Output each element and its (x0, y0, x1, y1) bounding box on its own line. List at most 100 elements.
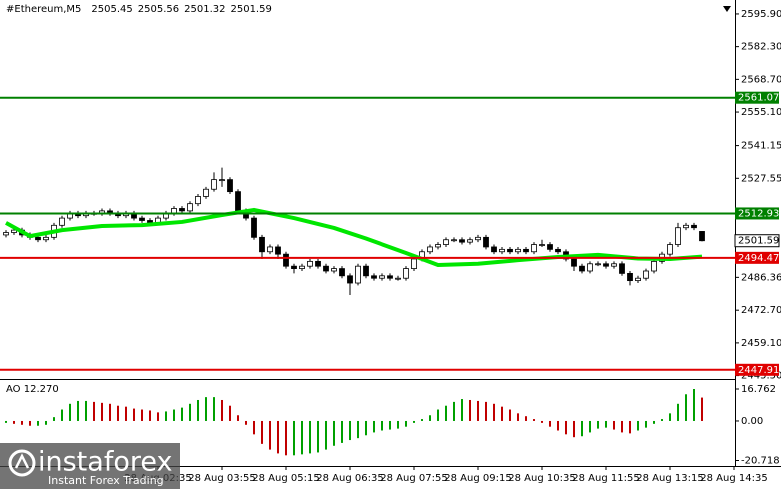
watermark: instaforex Instant Forex Trading (0, 443, 180, 489)
candle-body (635, 277, 641, 282)
header-open: 2505.45 (91, 4, 132, 15)
y-tick-label: 2459.10 (741, 338, 781, 349)
candle-body (603, 263, 609, 267)
scroll-arrow (723, 6, 731, 12)
candle-body (323, 265, 329, 272)
candle-body (379, 275, 385, 279)
x-tick-label: 28 Aug 09:15 (444, 473, 511, 484)
level-label: 2561.07 (738, 93, 779, 104)
candle-body (139, 217, 145, 221)
x-tick-label: 28 Aug 13:15 (636, 473, 703, 484)
candle-body (43, 236, 49, 241)
candle-body (363, 265, 369, 277)
x-tick-label: 28 Aug 06:35 (316, 473, 383, 484)
candle-body (539, 244, 545, 246)
candle-body (299, 265, 305, 269)
x-tick-label: 28 Aug 10:35 (508, 473, 575, 484)
y-tick-label: 2445.50 (741, 371, 781, 382)
candle-body (547, 244, 553, 250)
x-tick-label: 28 Aug 14:35 (700, 473, 767, 484)
watermark-logo-mark (14, 453, 30, 469)
candle-body (691, 224, 697, 229)
candle-body (355, 265, 361, 284)
candle-body (459, 239, 465, 243)
candle-body (35, 236, 41, 241)
candle-body (3, 232, 9, 236)
candle-body (515, 248, 521, 253)
candle-body (443, 239, 449, 245)
candle-body (395, 277, 401, 280)
candle-body (579, 265, 585, 272)
candle-body (411, 258, 417, 269)
candle-body (619, 263, 625, 274)
candle-body (227, 179, 233, 193)
candle-body (371, 275, 377, 279)
y-tick-label: 2472.70 (741, 305, 781, 316)
candle-body (651, 260, 657, 272)
y-tick-label: 2527.55 (741, 173, 781, 184)
candle-body (331, 268, 337, 272)
symbol: #Ethereum,M5 (6, 4, 81, 15)
y-tick-label: 2486.36 (741, 272, 781, 283)
x-tick-label: 28 Aug 07:55 (380, 473, 447, 484)
y-tick-label: 2568.70 (741, 74, 781, 85)
candle-body (451, 239, 457, 242)
candle-body (187, 203, 193, 212)
candle-body (11, 229, 17, 233)
candle-body (675, 227, 681, 245)
candle-body (387, 275, 393, 279)
candle-body (259, 236, 265, 253)
level-box (735, 251, 779, 264)
candle-body (667, 244, 673, 255)
candle-body (483, 236, 489, 248)
candle-body (275, 246, 281, 255)
candle-body (211, 179, 217, 190)
candle-body (179, 208, 185, 212)
candle-body (251, 217, 257, 238)
candle-body (499, 248, 505, 253)
candle-body (571, 258, 577, 267)
candle-body (555, 248, 561, 253)
level-box (735, 207, 779, 220)
candle-body (643, 270, 649, 279)
candle-body (347, 275, 353, 284)
indicator-tick-label: -20.718 (741, 456, 780, 467)
indicator-title: AO 12.270 (6, 384, 59, 395)
candle-body (491, 246, 497, 253)
x-tick-label: 28 Aug 11:55 (572, 473, 639, 484)
candle-body (467, 239, 473, 243)
candle-body (587, 263, 593, 272)
candle-body (315, 260, 321, 267)
candle-body (267, 246, 273, 253)
level-label: 2512.93 (738, 208, 779, 219)
indicator-tick-label: 16.762 (741, 384, 776, 395)
candle-body (307, 260, 313, 267)
candle-body (627, 273, 633, 282)
candle-body (611, 263, 617, 267)
candle-body (523, 248, 529, 253)
candle-body (59, 217, 65, 226)
chart-header: #Ethereum,M5 2505.45 2505.56 2501.32 2501.59 (6, 4, 272, 15)
watermark-brand: instaforex (38, 447, 172, 478)
candle-body (699, 231, 705, 242)
y-tick-label: 2541.15 (741, 141, 781, 152)
candle-body (219, 179, 225, 182)
header-high: 2505.56 (138, 4, 179, 15)
candle-body (531, 244, 537, 253)
level-box (735, 363, 779, 376)
candle-body (235, 191, 241, 212)
y-tick-label: 2555.10 (741, 107, 781, 118)
x-tick-label: 28 Aug 03:55 (188, 473, 255, 484)
indicator-tick-label: 0.00 (741, 416, 763, 427)
candle-body (283, 253, 289, 267)
candle-body (595, 263, 601, 266)
level-label: 2494.47 (738, 253, 779, 264)
watermark-tagline: Instant Forex Trading (48, 474, 164, 487)
x-tick-label: 28 Aug 05:15 (252, 473, 319, 484)
candle-body (203, 188, 209, 197)
watermark-box (0, 443, 180, 489)
level-label: 2447.91 (738, 365, 779, 376)
candle-body (507, 248, 513, 253)
